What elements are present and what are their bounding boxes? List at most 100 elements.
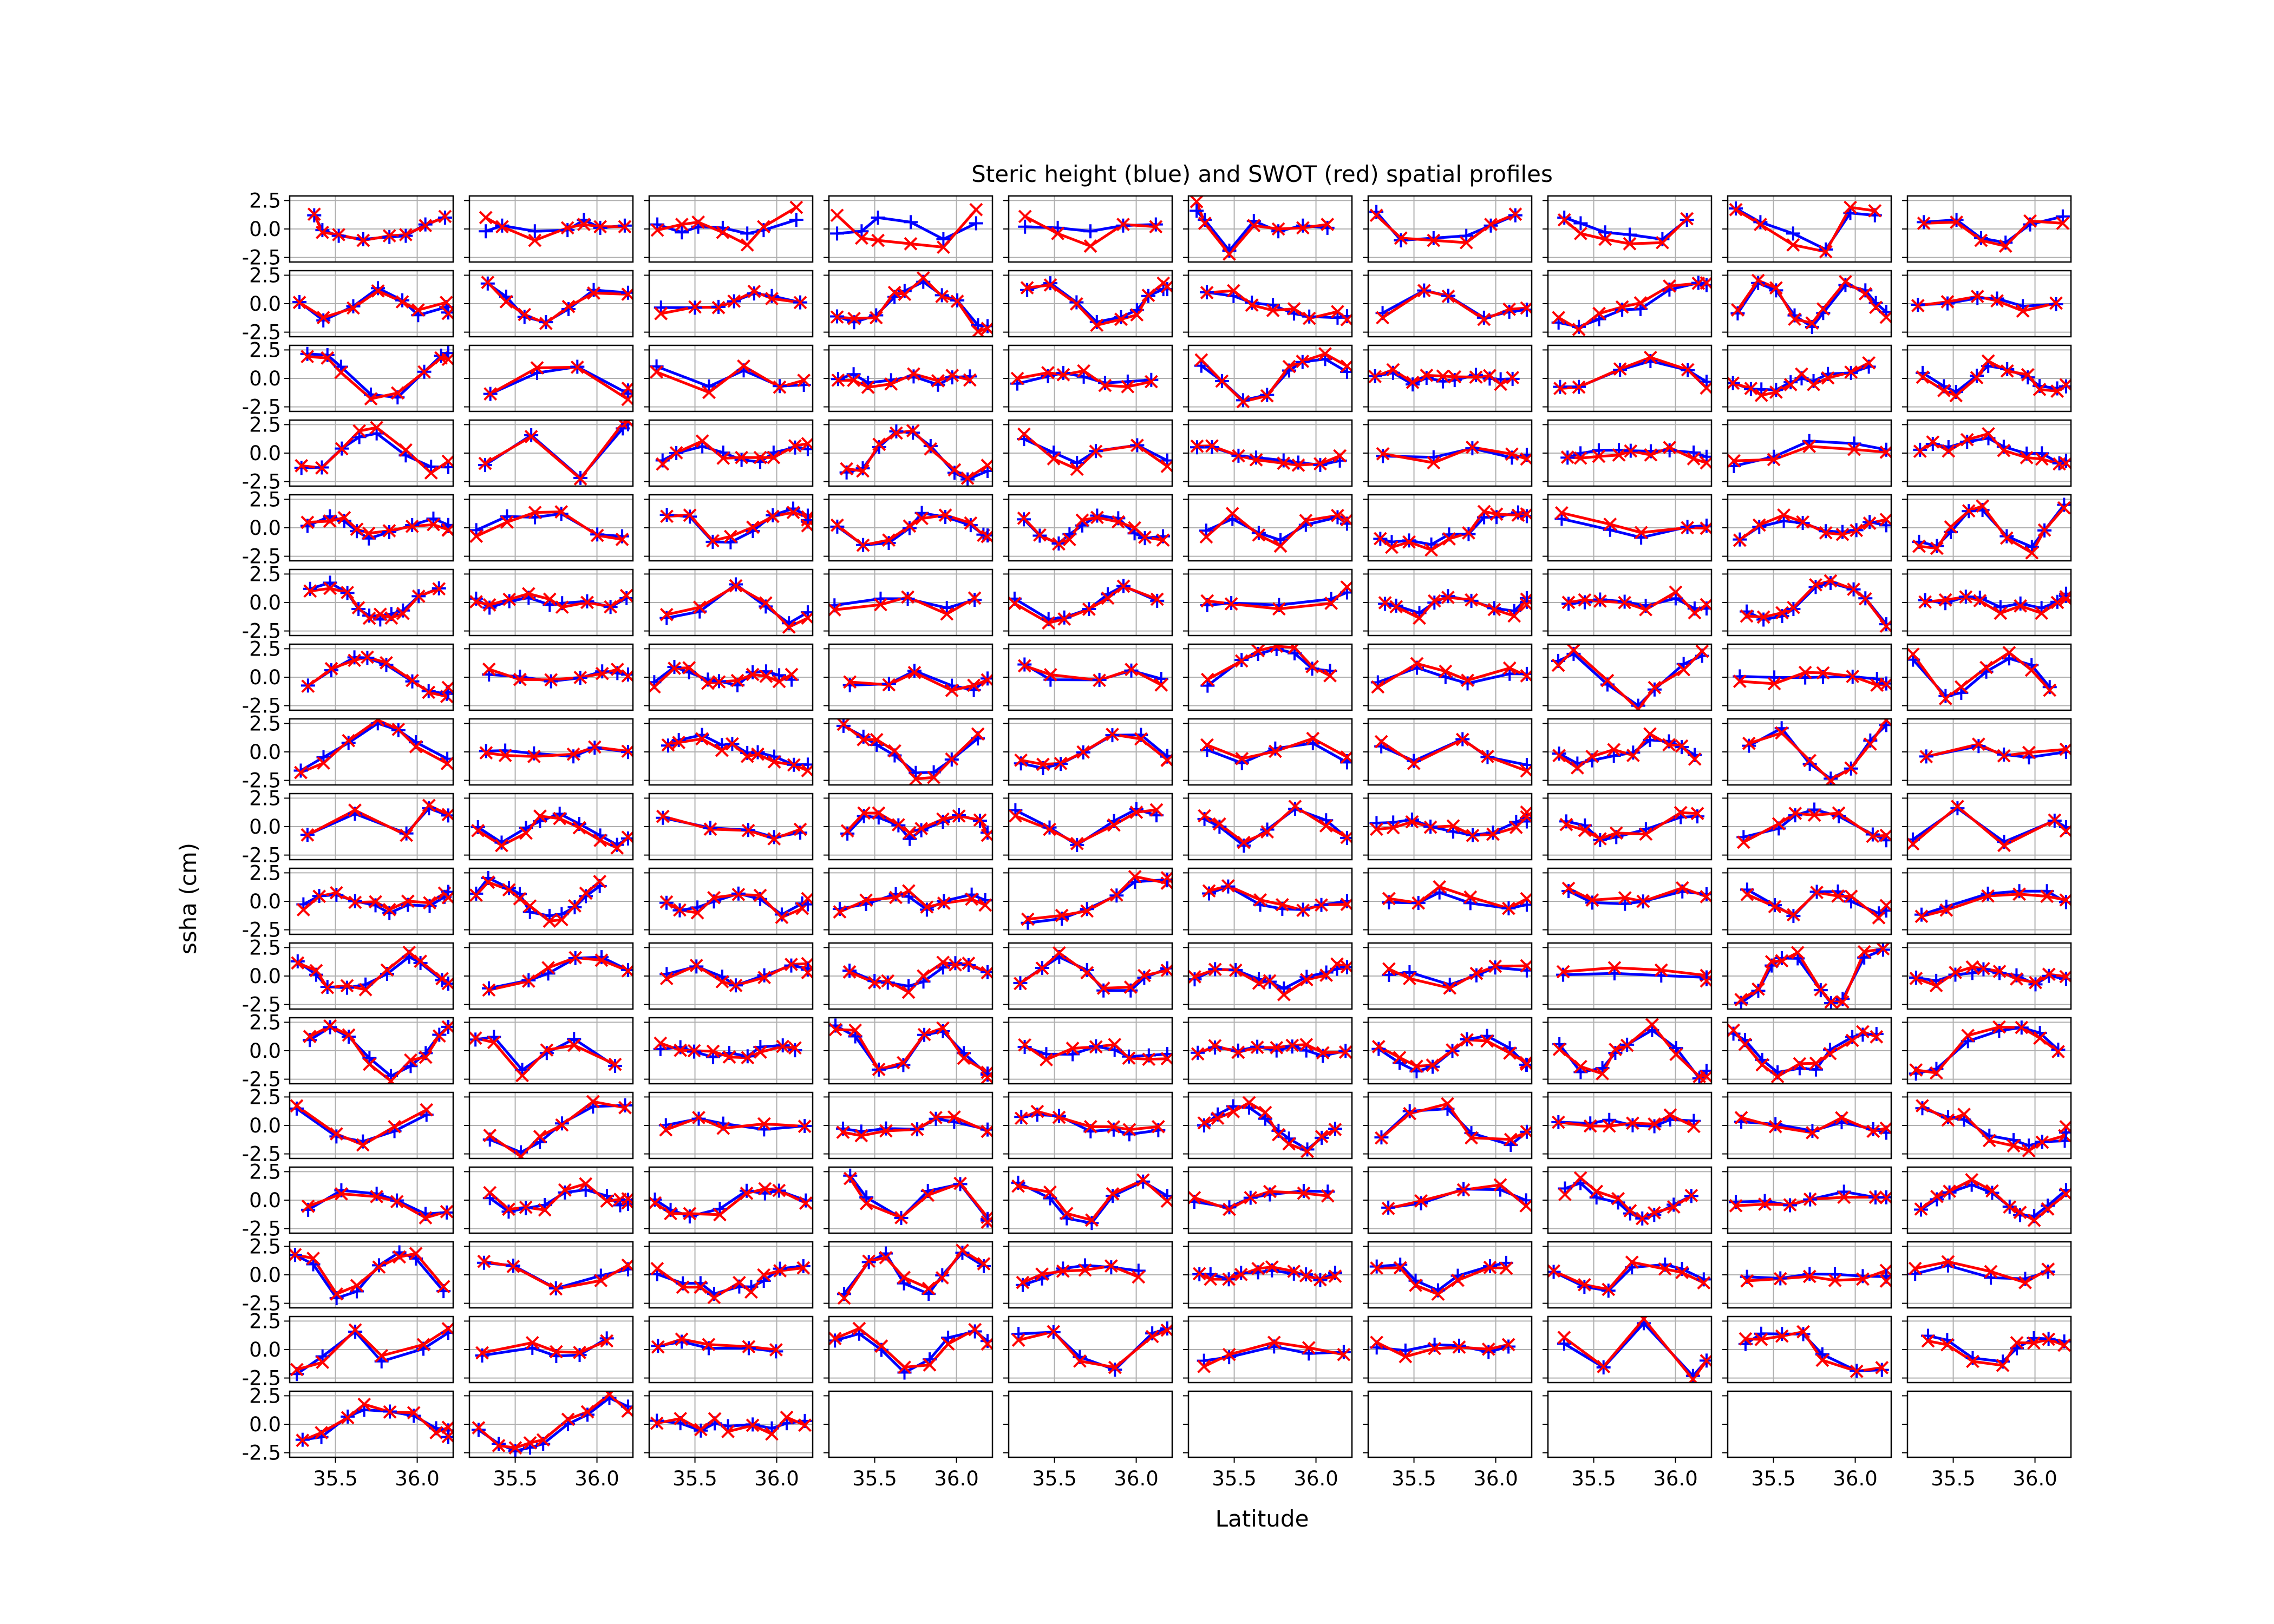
- panel-series: [1382, 959, 1532, 995]
- swot-x-marker: [848, 1023, 862, 1037]
- swot-x-marker: [949, 958, 962, 972]
- x-tick-label: 36.0: [1653, 1467, 1697, 1490]
- swot-x-marker: [536, 1433, 550, 1447]
- panel-frame: [1547, 568, 1713, 637]
- subplot-panel: [464, 419, 634, 487]
- steric-plus-marker: [955, 1246, 970, 1260]
- subplot-panel: [464, 942, 634, 1010]
- swot-x-marker: [964, 516, 978, 530]
- swot-x-marker: [721, 1425, 735, 1438]
- subplot-panel: [1722, 1315, 1892, 1384]
- swot-line: [308, 1192, 447, 1220]
- steric-plus-marker: [539, 1046, 554, 1060]
- swot-x-marker: [1272, 602, 1286, 616]
- swot-x-marker: [337, 510, 351, 525]
- swot-x-marker: [1439, 664, 1453, 678]
- swot-x-marker: [1252, 528, 1266, 542]
- swot-line: [666, 962, 809, 987]
- swot-x-marker: [321, 351, 335, 365]
- steric-plus-marker: [1476, 310, 1491, 325]
- x-tick-label: 35.5: [1571, 1467, 1616, 1490]
- panel-series: [649, 359, 811, 400]
- swot-x-marker: [1188, 1190, 1201, 1204]
- panel-frame: [648, 793, 814, 861]
- swot-x-marker: [356, 1138, 370, 1152]
- swot-x-marker: [1132, 1270, 1146, 1284]
- steric-plus-marker: [871, 210, 885, 225]
- subplot-panel: [1003, 1091, 1173, 1160]
- steric-plus-marker: [1623, 1206, 1637, 1221]
- steric-plus-marker: [482, 600, 497, 615]
- steric-plus-marker: [1809, 1062, 1824, 1077]
- steric-plus-marker: [1245, 296, 1259, 310]
- swot-x-marker: [1751, 273, 1765, 287]
- steric-plus-marker: [896, 1058, 911, 1072]
- swot-x-marker: [1371, 1040, 1386, 1053]
- swot-x-marker: [1739, 1332, 1753, 1346]
- swot-x-marker: [732, 1275, 746, 1289]
- steric-plus-marker: [1819, 524, 1833, 539]
- swot-line: [666, 584, 809, 628]
- swot-x-marker: [618, 1101, 632, 1115]
- swot-x-marker: [600, 1194, 614, 1208]
- panel-series: [1199, 507, 1352, 553]
- swot-line: [475, 510, 623, 541]
- steric-plus-marker: [976, 1259, 991, 1274]
- steric-height-line: [1922, 364, 2067, 394]
- swot-x-marker: [1844, 889, 1858, 903]
- swot-x-marker: [921, 1188, 935, 1202]
- swot-x-marker: [391, 722, 406, 736]
- subplot-panel: [1543, 718, 1713, 786]
- swot-x-marker: [1222, 1272, 1236, 1286]
- swot-x-marker: [1043, 1185, 1057, 1199]
- panel-series: [651, 1332, 783, 1359]
- swot-x-marker: [1944, 520, 1958, 534]
- subplot-panel: [464, 344, 634, 412]
- steric-plus-marker: [1990, 291, 2004, 306]
- panel-series: [469, 870, 607, 928]
- swot-x-marker: [1282, 359, 1296, 374]
- swot-x-marker: [1108, 1360, 1122, 1374]
- swot-x-marker: [1083, 239, 1097, 253]
- panel-frame: [1906, 867, 2072, 935]
- subplot-panel: [824, 568, 994, 637]
- steric-height-line: [1736, 281, 1887, 329]
- swot-x-marker: [1225, 507, 1239, 521]
- swot-x-marker: [650, 1262, 664, 1275]
- swot-x-marker: [859, 1196, 873, 1210]
- steric-plus-marker: [739, 1183, 754, 1198]
- swot-x-marker: [1009, 597, 1022, 611]
- swot-x-marker: [1504, 1132, 1518, 1147]
- swot-x-marker: [1141, 289, 1155, 303]
- steric-plus-marker: [936, 232, 951, 246]
- swot-x-marker: [1753, 218, 1767, 232]
- swot-x-marker: [874, 1339, 888, 1353]
- panel-series: [292, 281, 453, 328]
- swot-x-marker: [1913, 444, 1927, 459]
- swot-x-marker: [2059, 592, 2071, 606]
- swot-x-marker: [619, 588, 633, 603]
- swot-x-marker: [1055, 908, 1069, 922]
- panel-frame: [1727, 1091, 1892, 1160]
- swot-x-marker: [1677, 663, 1691, 677]
- swot-x-marker: [1728, 1023, 1740, 1037]
- swot-x-marker: [514, 1150, 528, 1158]
- swot-x-marker: [1250, 1040, 1264, 1055]
- panel-frame: [648, 494, 814, 562]
- panel-frame: [1906, 942, 2072, 1010]
- swot-x-marker: [621, 964, 633, 978]
- steric-plus-marker: [1481, 1345, 1496, 1359]
- steric-plus-marker: [900, 592, 915, 606]
- steric-plus-marker: [469, 591, 483, 606]
- swot-x-marker: [842, 965, 857, 979]
- swot-x-marker: [1376, 311, 1389, 325]
- swot-x-marker: [335, 442, 349, 456]
- swot-x-marker: [1907, 647, 1920, 661]
- swot-x-marker: [650, 1416, 664, 1430]
- swot-line: [668, 737, 808, 772]
- panel-series: [830, 506, 992, 552]
- swot-x-marker: [801, 519, 813, 533]
- panel-frame: [1547, 270, 1713, 338]
- panel-series: [1188, 1183, 1335, 1216]
- swot-x-marker: [1868, 204, 1882, 218]
